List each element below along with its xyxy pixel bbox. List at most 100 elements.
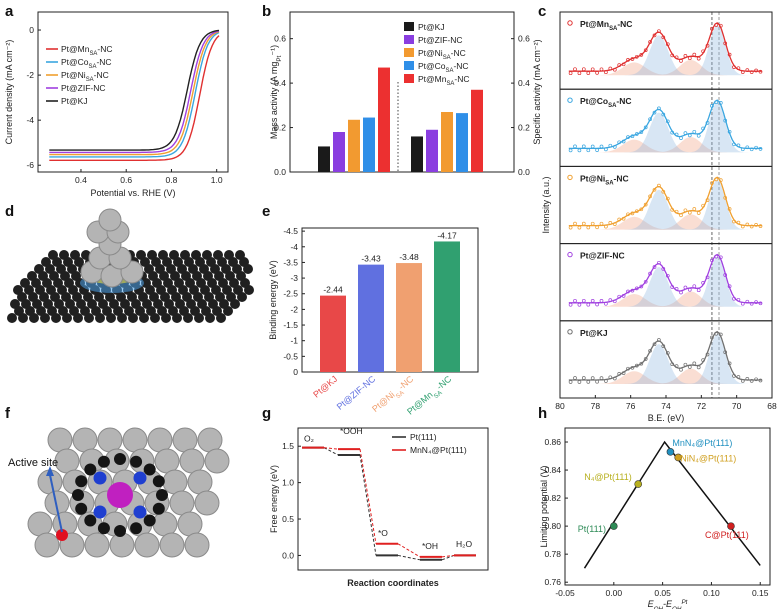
xps-data-point <box>758 224 763 228</box>
xps-data-point <box>723 350 728 355</box>
xps-data-point <box>573 144 577 149</box>
carbon-atom <box>235 250 245 260</box>
bar-binding-energy <box>434 241 460 372</box>
active-site-label: Active site <box>8 457 58 469</box>
xps-data-point <box>745 68 750 72</box>
xps-data-point <box>626 289 630 294</box>
text-run: Pt@Ni <box>61 70 86 80</box>
xps-data-point <box>718 178 723 182</box>
legend-swatch <box>404 48 414 57</box>
energy-connector <box>441 554 455 558</box>
carbon-atom <box>224 250 234 260</box>
pt-atom <box>152 511 178 537</box>
carbon-atom <box>13 285 23 295</box>
xps-data-point <box>661 344 666 348</box>
pt-atom <box>194 490 220 516</box>
legend-label: Pt@NiSA-NC <box>418 48 466 61</box>
x-tick-label: 72 <box>697 401 707 411</box>
xps-data-point <box>740 301 745 306</box>
xps-data-point <box>683 362 688 367</box>
xps-data-point <box>736 220 741 225</box>
xps-data-point <box>612 222 617 226</box>
xps-data-point <box>710 335 714 340</box>
text-run: Pt@Mn <box>405 390 435 417</box>
y-tick-label: 0.2 <box>274 123 286 133</box>
carbon-atom <box>130 522 143 535</box>
point-label: Pt(111) <box>578 524 606 534</box>
xps-data-point <box>590 221 595 226</box>
xps-data-point <box>670 207 675 212</box>
chart-c: Pt@MnSA-NCPt@CoSA-NCPt@NiSA-NCPt@ZIF-NCP… <box>541 11 777 423</box>
xps-data-point <box>696 288 701 293</box>
y-tick-label: 0.0 <box>274 167 286 177</box>
xps-data-point <box>661 267 666 271</box>
xps-data-point <box>595 71 599 75</box>
xps-data-point <box>723 273 728 277</box>
xps-data-point <box>617 294 622 299</box>
text-run: Pt@Ni <box>580 173 605 183</box>
series-line <box>49 29 220 151</box>
series-line <box>49 35 220 162</box>
bar-mass-activity <box>363 117 375 172</box>
xps-data-point <box>723 195 728 200</box>
bar-specific-activity <box>441 112 453 172</box>
energy-connector <box>359 449 377 544</box>
xps-data-point <box>732 219 736 224</box>
text-run: Pt@Co <box>418 61 446 71</box>
xps-data-point <box>568 380 573 384</box>
xps-data-point <box>736 66 741 71</box>
y-tick-label: 1.5 <box>282 441 294 451</box>
metal-atom <box>107 482 133 508</box>
xps-data-point <box>581 144 586 149</box>
xps-data-point <box>727 52 732 57</box>
y2-axis-label: Specific activity (mA cm⁻²) <box>532 39 542 144</box>
y-axis-label: Limiting potential (V) <box>539 465 549 547</box>
xps-data-point <box>648 117 652 122</box>
xps-data-point <box>630 211 635 216</box>
xps-data-point <box>652 265 657 269</box>
xps-data-point <box>674 287 679 291</box>
xps-data-point <box>568 302 573 307</box>
subscript: SA <box>605 180 614 186</box>
chart-h-frame <box>564 427 771 586</box>
y-tick-label: 0.76 <box>544 577 561 587</box>
xps-data-point <box>732 374 736 378</box>
x-tick-label: -0.05 <box>555 588 575 598</box>
subscript: SA <box>432 389 444 400</box>
scatter-point <box>727 522 735 530</box>
xps-data-point <box>679 136 683 140</box>
pt-atom <box>159 532 185 558</box>
xps-data-point <box>634 132 639 136</box>
subscript: SA <box>608 103 617 109</box>
text-run: Mass activity (A mg <box>269 62 279 140</box>
text-run: Specific activity (mA cm⁻²) <box>532 39 542 144</box>
text-run: E <box>648 599 655 609</box>
state-label: *O <box>378 528 388 538</box>
xps-data-point <box>630 365 635 370</box>
x-tick-label: 0.15 <box>752 588 769 598</box>
xps-data-point <box>740 147 745 152</box>
xps-data-point <box>701 49 705 54</box>
pt-atom <box>34 532 60 558</box>
nitrogen-atom <box>133 505 147 519</box>
y-tick-label: 1.0 <box>282 478 294 488</box>
subscript: SA <box>446 81 454 87</box>
xps-data-point <box>621 216 626 221</box>
carbon-atom <box>152 475 165 488</box>
pt-atom <box>98 208 122 232</box>
pt-atom <box>54 448 80 474</box>
carbon-atom <box>156 489 168 501</box>
legend-swatch <box>404 35 414 44</box>
xps-data-point <box>670 53 675 58</box>
xps-data-point <box>639 361 644 366</box>
carbon-atom <box>48 250 58 260</box>
chart-a-frame <box>37 11 229 173</box>
chart-e: 0 -0.5 -1 -1.5 -2 -2.5 -3 -3.5 -4 -4.5 Binding ene… <box>268 226 479 417</box>
bar-binding-energy <box>320 295 346 372</box>
text-run: -NC <box>616 96 631 106</box>
xps-data-point <box>590 67 595 72</box>
legend-label: Pt@ZIF-NC <box>61 83 106 93</box>
xps-data-point <box>674 55 679 60</box>
xps-data-point <box>590 144 595 149</box>
subscript: SA <box>609 26 618 32</box>
